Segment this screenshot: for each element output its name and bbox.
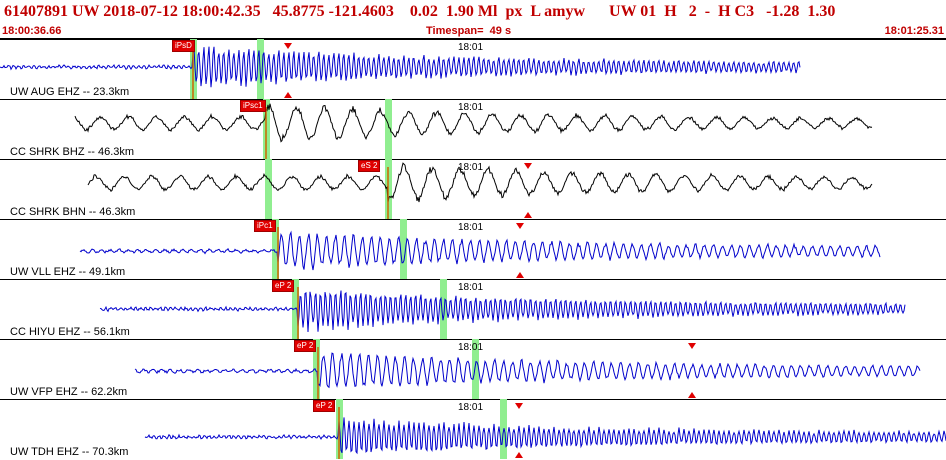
analysis-window-marker: [265, 159, 272, 219]
waveform-svg: [87, 159, 873, 219]
phase-pick-flag[interactable]: eP 2: [294, 340, 317, 352]
phase-pick-flag[interactable]: iPsD: [172, 40, 195, 52]
phase-pick-flag[interactable]: eP 2: [313, 400, 336, 412]
waveform-svg: [134, 339, 921, 399]
waveform-trace: [144, 417, 946, 455]
seismogram-panel[interactable]: eP 2 18:01 UW TDH EHZ -- 70.3km: [0, 399, 946, 459]
amplitude-top-marker: [524, 163, 532, 169]
amplitude-top-marker: [284, 43, 292, 49]
waveform-svg: [99, 279, 906, 339]
seismogram-panels[interactable]: iPsD 18:01 UW AUG EHZ -- 23.3km iPsc1 18…: [0, 39, 946, 460]
seismogram-panel[interactable]: eP 2 18:01 CC HIYU EHZ -- 56.1km: [0, 279, 946, 340]
station-label: CC SHRK BHN -- 46.3km: [10, 206, 136, 218]
waveform-trace: [79, 230, 881, 271]
seismogram-panel[interactable]: iPc1 18:01 UW VLL EHZ -- 49.1km: [0, 219, 946, 280]
amplitude-bottom-marker: [688, 392, 696, 398]
minute-marker-label: 18:01: [458, 42, 484, 53]
amplitude-top-marker: [515, 403, 523, 409]
amplitude-bottom-marker: [284, 92, 292, 98]
minute-marker-label: 18:01: [458, 102, 484, 113]
station-label: UW VFP EHZ -- 62.2km: [10, 386, 128, 398]
station-label: UW TDH EHZ -- 70.3km: [10, 446, 129, 458]
seismogram-panel[interactable]: eP 2 18:01 UW VFP EHZ -- 62.2km: [0, 339, 946, 400]
station-label: CC HIYU EHZ -- 56.1km: [10, 326, 130, 338]
amplitude-bottom-marker: [524, 212, 532, 218]
phase-pick-flag[interactable]: iPc1: [254, 220, 276, 232]
amplitude-top-marker: [688, 343, 696, 349]
station-label: UW AUG EHZ -- 23.3km: [10, 86, 130, 98]
seismogram-panel[interactable]: eS 2 18:01 CC SHRK BHN -- 46.3km: [0, 159, 946, 220]
station-label: CC SHRK BHZ -- 46.3km: [10, 146, 135, 158]
waveform-svg: [0, 39, 801, 99]
phase-pick-flag[interactable]: eP 2: [272, 280, 295, 292]
phase-pick-flag[interactable]: iPsc1: [240, 100, 266, 112]
waveform-trace: [134, 352, 921, 389]
minute-marker-label: 18:01: [458, 282, 484, 293]
timespan-label: Timespan= 49 s: [426, 25, 512, 37]
analysis-window-marker: [400, 219, 407, 279]
analysis-window-marker: [472, 339, 479, 399]
analysis-window-marker: [313, 339, 320, 399]
seismogram-panel[interactable]: iPsD 18:01 UW AUG EHZ -- 23.3km: [0, 39, 946, 100]
waveform-svg: [74, 99, 873, 159]
event-header: 61407891 UW 2018-07-12 18:00:42.35 45.87…: [0, 0, 946, 40]
event-summary-title: 61407891 UW 2018-07-12 18:00:42.35 45.87…: [4, 3, 836, 20]
end-time-label: 18:01:25.31: [884, 25, 944, 37]
minute-marker-label: 18:01: [458, 222, 484, 233]
analysis-window-marker: [385, 99, 392, 159]
waveform-trace: [99, 290, 906, 333]
waveform-trace: [0, 46, 801, 88]
waveform-svg: [144, 399, 946, 459]
analysis-window-marker: [440, 279, 447, 339]
minute-marker-label: 18:01: [458, 162, 484, 173]
analysis-window-marker: [272, 219, 279, 279]
minute-marker-label: 18:01: [458, 402, 484, 413]
amplitude-bottom-marker: [515, 452, 523, 458]
amplitude-top-marker: [516, 223, 524, 229]
seismogram-panel[interactable]: iPsc1 18:01 CC SHRK BHZ -- 46.3km: [0, 99, 946, 160]
minute-marker-label: 18:01: [458, 342, 484, 353]
amplitude-bottom-marker: [516, 272, 524, 278]
waveform-trace: [74, 103, 873, 143]
station-label: UW VLL EHZ -- 49.1km: [10, 266, 126, 278]
start-time-label: 18:00:36.66: [2, 25, 62, 37]
waveform-trace: [87, 162, 873, 203]
waveform-svg: [79, 219, 881, 279]
phase-pick-flag[interactable]: eS 2: [358, 160, 381, 172]
